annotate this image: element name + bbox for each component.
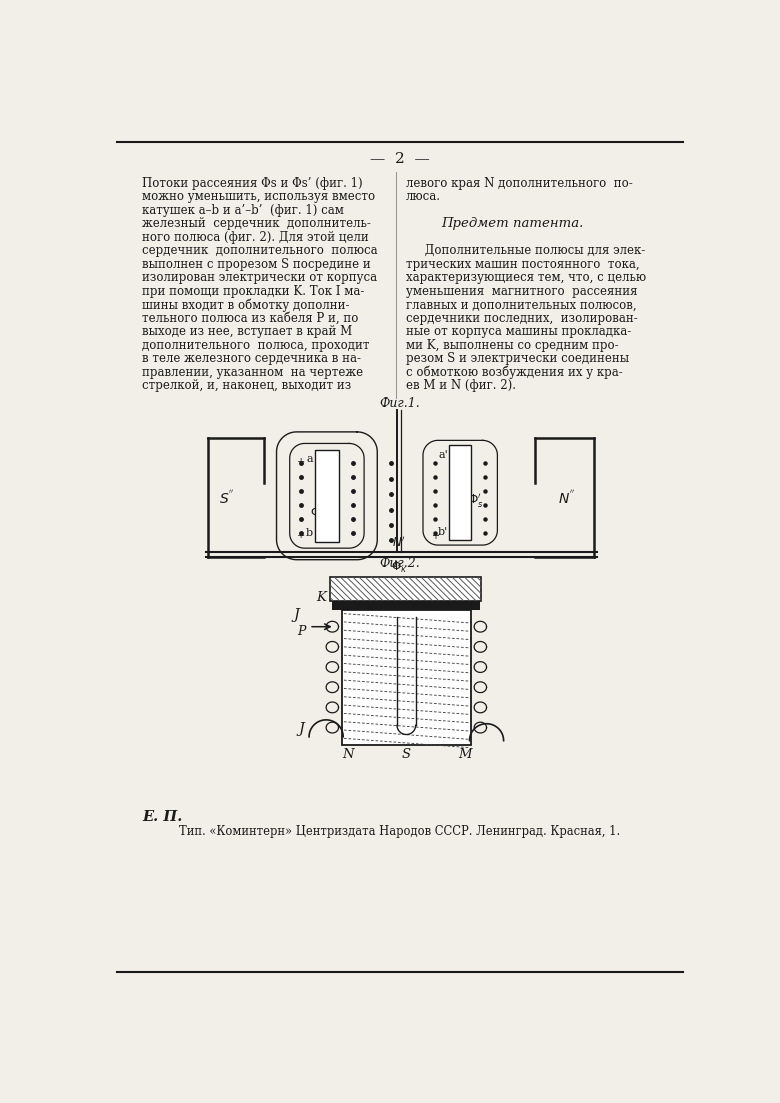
Bar	[332, 600, 480, 610]
Text: правлении, указанном  на чертеже: правлении, указанном на чертеже	[143, 366, 363, 378]
Text: уменьшения  магнитного  рассеяния: уменьшения магнитного рассеяния	[406, 285, 637, 298]
Text: —  2  —: — 2 —	[370, 152, 430, 167]
Text: железный  сердечник  дополнитель-: железный сердечник дополнитель-	[143, 217, 371, 231]
Text: +: +	[296, 532, 305, 540]
Text: резом S и электрически соединены: резом S и электрически соединены	[406, 352, 629, 365]
Text: выходе из нее, вступает в край M: выходе из нее, вступает в край M	[143, 325, 353, 339]
Text: Е. П.: Е. П.	[143, 810, 183, 824]
Text: главных и дополнительных полюсов,: главных и дополнительных полюсов,	[406, 298, 636, 311]
Text: Предмет патента.: Предмет патента.	[441, 217, 583, 231]
Text: люса.: люса.	[406, 191, 441, 203]
Text: J: J	[293, 608, 299, 622]
Text: $N'$: $N'$	[392, 535, 406, 549]
Text: J: J	[299, 722, 304, 736]
Text: N: N	[342, 748, 353, 761]
Text: при помощи прокладки K. Ток I ма-: при помощи прокладки K. Ток I ма-	[143, 285, 365, 298]
Text: характеризующиеся тем, что, с целью: характеризующиеся тем, что, с целью	[406, 271, 646, 285]
Text: ев M и N (фиг. 2).: ев M и N (фиг. 2).	[406, 379, 516, 393]
Text: с обмоткою возбуждения их у кра-: с обмоткою возбуждения их у кра-	[406, 366, 622, 379]
Text: можно уменьшить, используя вместо: можно уменьшить, используя вместо	[143, 191, 376, 203]
Text: b: b	[306, 528, 313, 538]
Text: ного полюса (фиг. 2). Для этой цели: ного полюса (фиг. 2). Для этой цели	[143, 231, 369, 244]
Text: Фиг.1.: Фиг.1.	[379, 397, 420, 409]
Text: +: +	[296, 458, 305, 467]
Text: дополнительного  полюса, проходит: дополнительного полюса, проходит	[143, 339, 370, 352]
Text: изолирован электрически от корпуса: изолирован электрически от корпуса	[143, 271, 378, 285]
Text: S: S	[402, 748, 411, 761]
Text: сердечник  дополнительного  полюса: сердечник дополнительного полюса	[143, 245, 378, 257]
Text: $\Phi_\kappa$: $\Phi_\kappa$	[391, 559, 407, 575]
Text: тельного полюса из кабеля P и, по: тельного полюса из кабеля P и, по	[143, 312, 359, 324]
Text: сердечники последних,  изолирован-: сердечники последних, изолирован-	[406, 312, 638, 324]
Text: +: +	[431, 531, 439, 540]
Text: b': b'	[438, 526, 448, 537]
Text: P: P	[298, 624, 306, 638]
Bar	[314, 450, 339, 542]
Text: левого края N дополнительного  по-: левого края N дополнительного по-	[406, 176, 633, 190]
Text: Фиг.2.: Фиг.2.	[379, 557, 420, 570]
Text: Тип. «Коминтерн» Центриздата Народов СССР. Ленинград. Красная, 1.: Тип. «Коминтерн» Центриздата Народов ССС…	[179, 825, 620, 838]
Text: стрелкой, и, наконец, выходит из: стрелкой, и, наконец, выходит из	[143, 379, 352, 393]
Text: M: M	[458, 748, 472, 761]
Text: выполнен с прорезом S посредине и: выполнен с прорезом S посредине и	[143, 258, 371, 271]
Text: $S^{''}$: $S^{''}$	[219, 490, 235, 507]
Text: в теле железного сердечника в на-: в теле железного сердечника в на-	[143, 352, 361, 365]
Bar	[330, 577, 481, 600]
Text: ные от корпуса машины прокладка-: ные от корпуса машины прокладка-	[406, 325, 631, 339]
Text: a: a	[307, 454, 313, 464]
Text: $\Phi_s$: $\Phi_s$	[310, 506, 325, 521]
Text: K: K	[316, 591, 326, 604]
Bar	[342, 610, 471, 745]
Text: ми K, выполнены со средним про-: ми K, выполнены со средним про-	[406, 339, 619, 352]
Text: трических машин постоянного  тока,: трических машин постоянного тока,	[406, 258, 640, 271]
Text: Дополнительные полюсы для элек-: Дополнительные полюсы для элек-	[406, 245, 645, 257]
Text: $N^{''}$: $N^{''}$	[558, 490, 575, 507]
Text: a': a'	[438, 450, 448, 460]
Text: Потоки рассеяния Φs и Φs’ (фиг. 1): Потоки рассеяния Φs и Φs’ (фиг. 1)	[143, 176, 363, 190]
Text: шины входит в обмотку дополни-: шины входит в обмотку дополни-	[143, 298, 350, 312]
Text: катушек a–b и a’–b’  (фиг. 1) сам: катушек a–b и a’–b’ (фиг. 1) сам	[143, 204, 344, 217]
Bar	[449, 445, 471, 540]
Text: $\Phi_s'$: $\Phi_s'$	[468, 492, 484, 510]
